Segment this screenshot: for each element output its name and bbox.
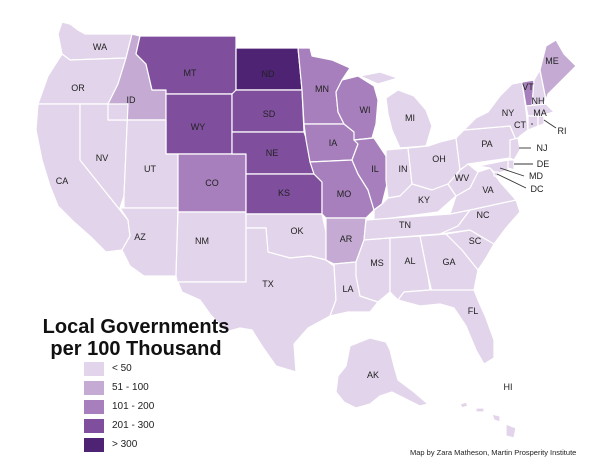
label-nj: NJ	[537, 143, 548, 153]
label-md: MD	[529, 171, 543, 181]
state-ms	[355, 237, 391, 303]
state-ky	[373, 183, 457, 221]
state-de	[507, 159, 515, 171]
label-me: ME	[545, 56, 559, 66]
label-tx: TX	[262, 279, 274, 289]
label-leader-lines	[496, 119, 557, 189]
label-mi: MI	[405, 113, 415, 123]
label-tn: TN	[399, 220, 411, 230]
legend-swatch	[84, 400, 104, 414]
label-wi: WI	[360, 105, 371, 115]
state-shapes	[35, 21, 577, 439]
state-tx	[177, 227, 337, 373]
state-mt	[135, 35, 237, 95]
label-id: ID	[127, 95, 137, 105]
legend-label: < 50	[112, 363, 132, 374]
label-ks: KS	[278, 188, 290, 198]
label-sc: SC	[469, 236, 482, 246]
state-ct	[527, 115, 539, 131]
map-title: Local Governments per 100 Thousand	[36, 316, 236, 360]
label-ia: IA	[329, 138, 338, 148]
label-pa: PA	[481, 139, 492, 149]
state-hi	[459, 401, 517, 439]
state-me	[539, 39, 577, 101]
legend-swatch	[84, 419, 104, 433]
leader-dc	[496, 173, 527, 189]
label-wa: WA	[93, 42, 107, 52]
label-nh: NH	[532, 96, 545, 106]
legend-label: > 300	[112, 439, 138, 450]
label-ne: NE	[266, 148, 279, 158]
label-ny: NY	[502, 108, 515, 118]
legend-item: < 50	[84, 362, 284, 376]
label-de: DE	[537, 159, 550, 169]
label-nm: NM	[195, 236, 209, 246]
leader-md	[499, 167, 525, 177]
state-ak	[335, 337, 429, 409]
label-oh: OH	[432, 154, 446, 164]
label-ri: RI	[558, 126, 567, 136]
legend-label: 51 - 100	[112, 382, 149, 393]
legend-item: 201 - 300	[84, 419, 284, 433]
legend-item: > 300	[84, 438, 284, 452]
label-nd: ND	[262, 69, 275, 79]
label-ut: UT	[144, 164, 156, 174]
label-wy: WY	[191, 122, 206, 132]
legend-swatch	[84, 362, 104, 376]
label-ca: CA	[56, 176, 69, 186]
state-md	[477, 159, 509, 175]
state-nj	[509, 137, 521, 161]
label-nc: NC	[477, 210, 490, 220]
label-ms: MS	[370, 258, 384, 268]
label-mn: MN	[315, 84, 329, 94]
label-la: LA	[342, 284, 353, 294]
state-mi	[359, 71, 433, 149]
state-wa	[57, 21, 133, 61]
label-az: AZ	[134, 232, 146, 242]
label-nv: NV	[96, 153, 109, 163]
label-mt: MT	[184, 68, 197, 78]
label-or: OR	[71, 83, 85, 93]
label-ma: MA	[533, 108, 547, 118]
state-nh	[531, 69, 547, 107]
label-ky: KY	[418, 195, 430, 205]
label-hi: HI	[504, 382, 513, 392]
state-dc	[493, 171, 499, 177]
leader-ri	[543, 119, 557, 129]
map-credit: Map by Zara Matheson, Martin Prosperity …	[410, 448, 577, 457]
legend-label: 101 - 200	[112, 401, 155, 412]
legend-swatch	[84, 438, 104, 452]
label-fl: FL	[468, 306, 479, 316]
label-ga: GA	[442, 257, 455, 267]
label-al: AL	[404, 256, 415, 266]
label-va: VA	[482, 185, 493, 195]
label-dc: DC	[531, 184, 544, 194]
label-wv: WV	[455, 173, 470, 183]
state-ri	[537, 115, 545, 127]
label-ak: AK	[367, 370, 379, 380]
map-title-line-2: per 100 Thousand	[50, 338, 222, 360]
state-az	[119, 207, 179, 277]
legend-swatch	[84, 381, 104, 395]
state-ma	[525, 103, 555, 117]
label-vt: VT	[522, 82, 534, 92]
label-co: CO	[205, 178, 219, 188]
label-ar: AR	[340, 234, 353, 244]
label-mo: MO	[337, 189, 352, 199]
label-il: IL	[371, 164, 379, 174]
state-fl	[397, 289, 495, 365]
state-nm	[175, 211, 247, 287]
map-title-line-1: Local Governments	[42, 316, 230, 338]
label-ok: OK	[290, 226, 303, 236]
legend-label: 201 - 300	[112, 420, 155, 431]
legend-item: 51 - 100	[84, 381, 284, 395]
state-labels: WA OR CA NV ID MT WY UT AZ CO NM ND SD N…	[56, 42, 567, 392]
label-sd: SD	[263, 109, 276, 119]
label-in: IN	[399, 164, 408, 174]
label-ct: CT	[514, 120, 526, 130]
legend-item: 101 - 200	[84, 400, 284, 414]
